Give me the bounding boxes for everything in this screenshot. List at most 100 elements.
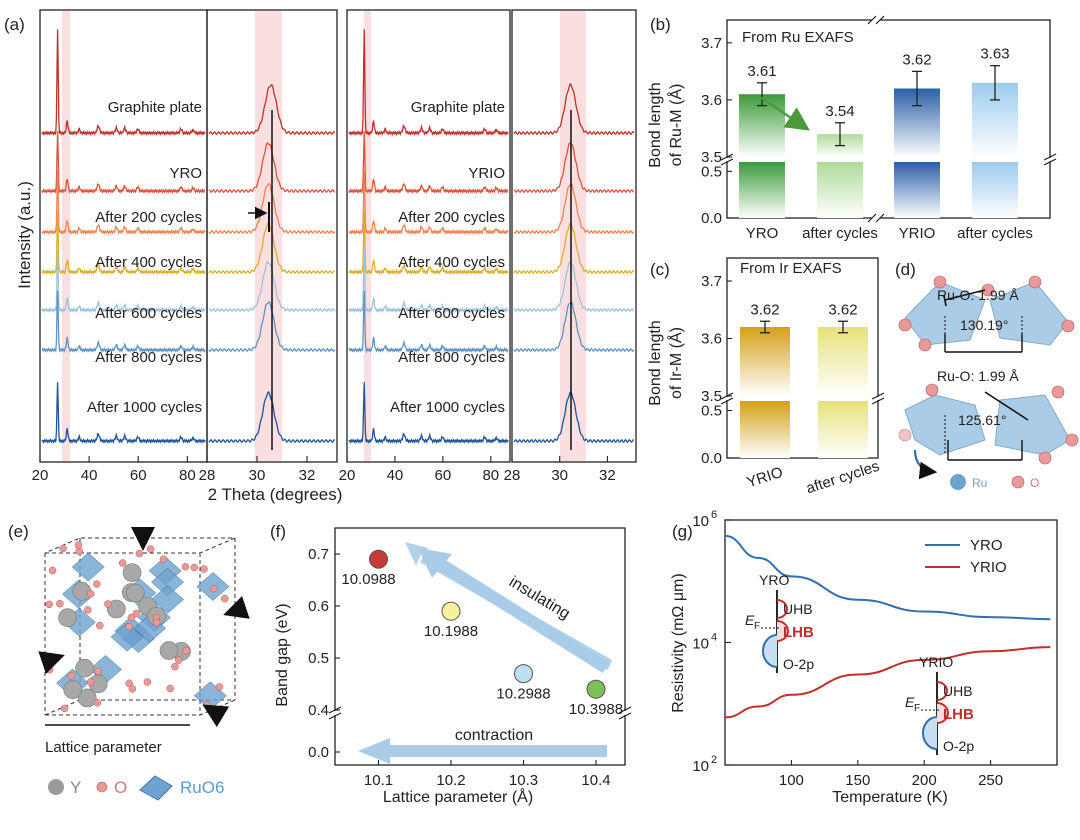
- bottom-bond-length: Ru-O: 1.99 Å: [937, 368, 1019, 384]
- top-bond-angle: 130.19°: [960, 317, 1008, 333]
- panel-label-a: (a): [4, 15, 25, 34]
- axis-break-mark: [871, 392, 885, 400]
- bandgap-point-label-1: 10.1988: [424, 623, 478, 640]
- y-atom: [106, 599, 126, 619]
- o-atom: [220, 594, 229, 603]
- legend-y-marker: [48, 779, 64, 795]
- o2p-label-1: O-2p: [943, 738, 974, 754]
- xrd-trace-yrio-1: [348, 131, 509, 195]
- xrd-y-axis-label: Intensity (a.u.): [15, 181, 34, 289]
- xrd-zoom-trace-yrio-3: [513, 222, 635, 275]
- bandgap-frame: [334, 527, 626, 766]
- xrd-x-tick-label: 28: [199, 467, 216, 484]
- xrd-label-yrio-0: Graphite plate: [411, 99, 505, 116]
- bar-lower-1: [818, 401, 868, 458]
- axis-break-mark: [871, 397, 885, 405]
- xrd-label-yro-3: After 400 cycles: [95, 254, 202, 271]
- o-atom: [181, 563, 190, 571]
- resistivity-y-tick-exp: 4: [711, 632, 717, 644]
- bar-value-label-3: 3.63: [980, 46, 1009, 63]
- panel-e: (e) Lattice parameter Y O RuO6: [8, 522, 250, 801]
- o-atom: [210, 584, 218, 593]
- o-atom: [45, 600, 54, 609]
- xrd-label-yrio-6: After 1000 cycles: [390, 399, 505, 416]
- bar-lower-3: [972, 162, 1018, 218]
- y-atom: [75, 658, 94, 678]
- axis-break-mark: [328, 712, 342, 720]
- bar-category-label-3: after cycles: [957, 225, 1033, 242]
- ef-sub-1: F: [914, 703, 920, 714]
- panel-label-f: (f): [270, 522, 286, 541]
- bar-category-label-0: YRO: [746, 225, 779, 242]
- bar-chart-frame: [726, 19, 1051, 219]
- o-atom: [67, 672, 75, 680]
- contraction-arrow-shaft: [385, 745, 607, 757]
- xrd-zoom-trace-yrio-2: [513, 182, 635, 235]
- bar-value-label-1: 3.62: [828, 301, 857, 318]
- xrd-yro-zoom-frame: [206, 9, 338, 463]
- bar-value-label-1: 3.54: [825, 103, 854, 120]
- xrd-label-yro-1: YRO: [169, 165, 202, 182]
- bond-decrease-arrow: [759, 96, 810, 131]
- y-tick-label: 3.7: [701, 35, 722, 52]
- xrd-label-yrio-3: After 400 cycles: [398, 254, 505, 271]
- insulating-arrow-shaft: [424, 550, 610, 674]
- top-bond-length: Ru-O: 1.99 Å: [937, 287, 1019, 303]
- xrd-x-tick-label: 32: [299, 467, 316, 484]
- o2p-band-1: [922, 716, 938, 750]
- resistivity-y-tick-base: 10: [692, 513, 709, 530]
- lattice-parameter-caption: Lattice parameter: [45, 739, 162, 756]
- y-tick-label: 0.5: [701, 403, 722, 420]
- ef-sub-0: F: [754, 621, 760, 632]
- xrd-x-tick-label: 60: [435, 467, 452, 484]
- y-tick-label: 3.5: [701, 388, 722, 405]
- panel-label-d: (d): [895, 260, 916, 279]
- o-atom: [125, 623, 133, 631]
- bandgap-x-tick-label: 10.4: [581, 772, 610, 789]
- axis-break-mark: [1043, 158, 1057, 166]
- peak-highlight-band: [560, 11, 586, 461]
- insulating-arrow-head: [418, 548, 452, 578]
- ef-label-0: E: [745, 612, 755, 628]
- y-tick-label: 3.5: [701, 149, 722, 166]
- y-tick-label: 0.0: [701, 450, 722, 467]
- xrd-trace-yrio-6: [348, 382, 509, 445]
- resistivity-x-tick-label: 100: [779, 772, 804, 789]
- y-tick-label: 3.6: [701, 331, 722, 348]
- panel-label-c: (c): [650, 260, 670, 279]
- xrd-x-tick-label: 20: [32, 467, 49, 484]
- bandgap-x-tick-label: 10.3: [509, 772, 538, 789]
- contraction-arrow: [223, 595, 250, 619]
- octahedra-bottom-illustration: [898, 383, 1079, 490]
- bar-upper-1: [818, 327, 868, 396]
- xrd-zoom-trace-yrio-0: [513, 83, 635, 136]
- legend-label-yrio: YRIO: [970, 559, 1007, 576]
- xrd-zoom-trace-yrio-4: [514, 261, 635, 313]
- xrd-label-yro-5: After 800 cycles: [95, 349, 202, 366]
- xrd-trace-yrio-3: [348, 210, 509, 276]
- panel-c: (c) 3.62 YRIO 3.62 after cycles 3.5 3.6 3.7 0.0…: [647, 257, 886, 497]
- xrd-x-tick-label: 30: [249, 467, 266, 484]
- ru-bond-ylabel-line1: Bond length: [647, 82, 664, 167]
- xrd-trace-yro-1: [41, 131, 206, 195]
- resistivity-y-tick-exp: 2: [711, 754, 717, 766]
- bandgap-y-tick-label: 0.5: [308, 650, 329, 667]
- xrd-trace-yro-0: [41, 29, 206, 137]
- bandgap-y-tick-label: 0.7: [308, 546, 329, 563]
- axis-break-mark: [1043, 153, 1057, 161]
- resistivity-x-tick-label: 150: [845, 772, 870, 789]
- y-atom: [58, 608, 77, 628]
- y-tick-label: 3.6: [701, 92, 722, 109]
- bar-value-label-0: 3.61: [747, 63, 776, 80]
- xrd-x-tick-label: 80: [179, 467, 196, 484]
- y-atom: [63, 680, 83, 699]
- o-atom: [125, 679, 133, 688]
- panel-label-b: (b): [650, 15, 671, 34]
- bandgap-y-tick-label: 0.6: [308, 598, 329, 615]
- resistivity-y-tick-base: 10: [692, 636, 709, 653]
- xrd-label-yro-4: After 600 cycles: [95, 305, 202, 322]
- o-atom: [94, 667, 102, 676]
- ef-label-1: E: [905, 694, 915, 710]
- axis-break-mark: [618, 712, 632, 720]
